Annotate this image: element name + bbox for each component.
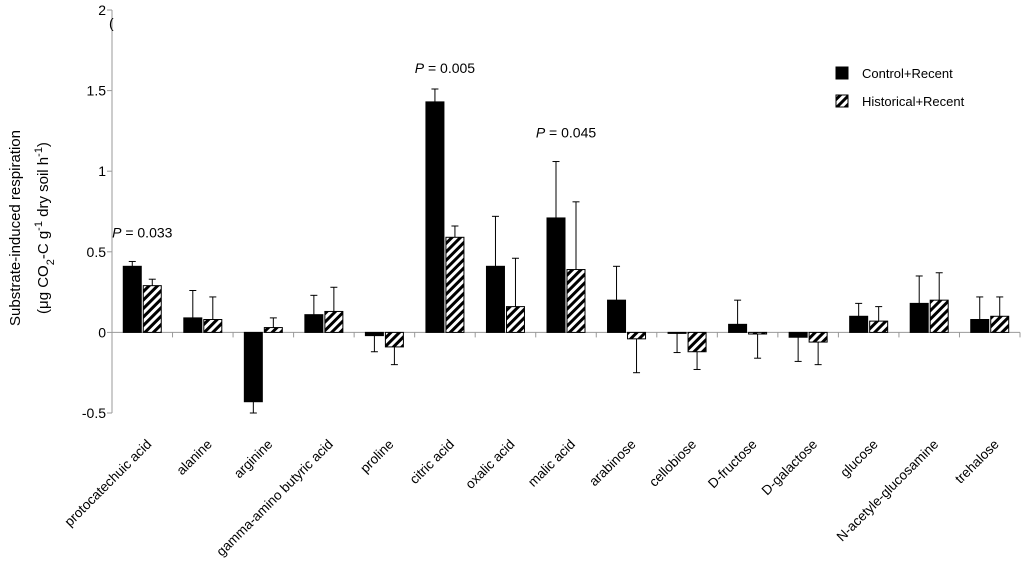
bar-control-recent [849,315,869,333]
bar-control-recent [122,265,142,333]
bar-control-recent [364,331,384,337]
bar-historical-recent [808,331,828,343]
category-label: alanine [174,437,215,478]
category-label: citric acid [407,437,457,487]
bar-control-recent [546,217,566,333]
bar-historical-recent [263,327,283,333]
bar-historical-recent [687,331,707,353]
category-label: protocatechuic acid [62,437,155,530]
y-tick-label: 2 [98,2,106,18]
bar-control-recent [788,331,808,338]
bar-control-recent [909,302,929,333]
annotations: P = 0.033 P = 0.005 P = 0.045 [112,60,596,240]
axes: -0.5 0 0.5 1 1.5 2 [82,2,1021,421]
bar-historical-recent [990,315,1010,333]
bar-control-recent [183,317,203,333]
legend-label: Historical+Recent [862,94,965,109]
y-tick-label: 0 [98,324,106,340]
bar-control-recent [970,319,990,333]
legend-swatch-control-recent [835,66,849,80]
y-axis-label: Substrate-induced respiration (μg CO2-C … [7,130,57,326]
category-label: arabinose [586,437,639,490]
bar-control-recent [485,265,505,333]
category-label: proline [357,437,396,476]
category-label: trehalose [952,437,1002,487]
category-label: gamma-amino butyric acid [213,437,336,560]
legend-swatch-historical-recent [835,94,849,108]
p-value-annotation: P = 0.005 [415,60,476,76]
bar-historical-recent [566,269,586,333]
y-axis-units: (μg CO2-C g-1 dry soil h-1) [33,142,57,314]
bar-historical-recent [324,310,344,333]
bar-control-recent [607,299,627,333]
bar-control-recent [425,101,445,333]
legend: Control+Recent Historical+Recent [835,66,965,109]
bar-control-recent [304,314,324,333]
category-labels: protocatechuic acid alanine argininegamma-… [62,437,1002,560]
category-label: D-fructose [705,437,760,492]
bar-historical-recent [929,299,949,333]
category-label: glucose [837,437,881,481]
bars [122,101,1010,403]
bar-historical-recent [203,319,223,333]
category-label: N-acetyle-glucosamine [834,437,942,545]
bar-historical-recent [748,331,768,335]
bar-historical-recent [384,331,404,348]
category-label: arginine [231,437,276,482]
y-axis-title: Substrate-induced respiration [7,130,24,326]
corner-mark: ( [109,15,114,31]
bar-historical-recent [869,320,889,333]
legend-label: Control+Recent [862,66,953,81]
category-label: cellobiose [646,437,699,490]
y-tick-label: 0.5 [87,244,107,260]
p-value-annotation: P = 0.045 [536,124,597,140]
category-label: D-galactose [759,437,821,499]
bar-historical-recent [445,236,465,333]
category-label: oxalic acid [462,437,517,492]
y-tick-label: 1 [98,163,106,179]
bar-control-recent [243,331,263,403]
bar-control-recent [728,323,748,333]
y-tick-label: 1.5 [87,83,107,99]
error-bars [128,88,1004,414]
category-label: malic acid [525,437,578,490]
y-tick-label: -0.5 [82,405,106,421]
bar-historical-recent [142,285,162,333]
bar-historical-recent [505,306,525,333]
bar-historical-recent [627,331,647,340]
p-value-annotation: P = 0.033 [112,224,173,240]
